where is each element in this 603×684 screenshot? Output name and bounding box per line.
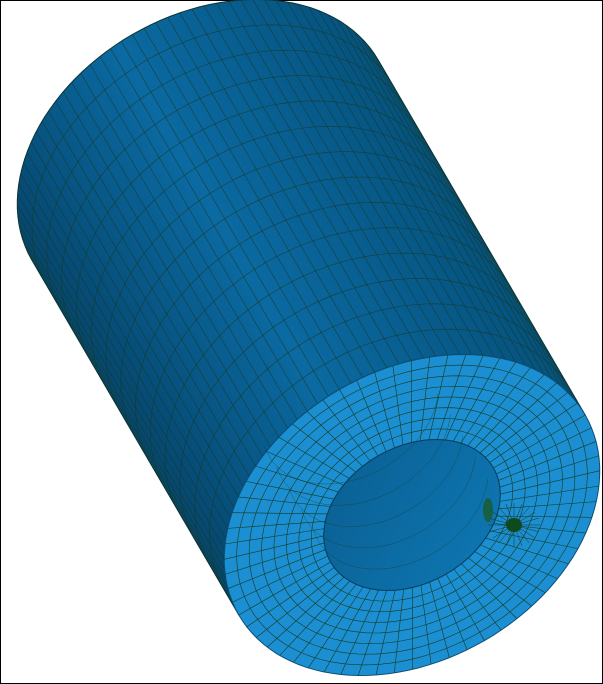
mesh-line bbox=[308, 586, 364, 669]
mesh-ring bbox=[31, 24, 394, 286]
mesh-line bbox=[278, 436, 350, 479]
mesh-line bbox=[256, 572, 339, 638]
mesh-line bbox=[393, 589, 404, 673]
mesh-line bbox=[485, 392, 568, 458]
mesh-ring bbox=[298, 417, 526, 613]
mesh-line bbox=[474, 551, 546, 594]
mesh-line bbox=[374, 372, 395, 449]
mesh-line bbox=[468, 557, 532, 607]
mesh-ring bbox=[164, 252, 527, 514]
mesh-line bbox=[499, 455, 599, 488]
mesh-ring bbox=[17, 0, 379, 261]
mesh-line bbox=[445, 355, 484, 441]
mesh-ring bbox=[301, 457, 476, 549]
mesh-line bbox=[224, 535, 324, 560]
mesh-line bbox=[479, 382, 557, 454]
mesh-line bbox=[227, 520, 326, 529]
mesh-line bbox=[232, 512, 328, 515]
mesh-ring bbox=[179, 278, 542, 540]
mesh-line bbox=[496, 515, 592, 518]
mesh-line bbox=[437, 354, 467, 440]
mesh-ring bbox=[288, 435, 463, 527]
mesh-line bbox=[238, 561, 331, 616]
mesh-line bbox=[246, 481, 335, 500]
mesh-ring bbox=[263, 393, 439, 485]
mesh-line bbox=[232, 555, 328, 603]
mesh-line bbox=[467, 367, 531, 446]
cylinder-body bbox=[16, 0, 586, 616]
mesh-line bbox=[453, 568, 502, 631]
mesh-spot bbox=[506, 518, 522, 532]
mesh-ring bbox=[61, 75, 423, 337]
mesh-line bbox=[227, 549, 326, 589]
mesh-line bbox=[428, 354, 449, 440]
mesh-line bbox=[480, 544, 558, 579]
mesh-line bbox=[445, 573, 485, 641]
mesh-line bbox=[496, 427, 592, 475]
mesh-ring bbox=[276, 414, 451, 506]
mesh-line bbox=[498, 441, 597, 481]
mesh-line bbox=[225, 542, 325, 575]
mesh-line bbox=[267, 576, 345, 648]
mesh-line bbox=[420, 357, 431, 441]
mesh-line bbox=[498, 501, 597, 510]
mesh-line bbox=[225, 528, 325, 545]
mesh-line bbox=[279, 580, 351, 656]
mesh-line bbox=[453, 357, 501, 442]
mesh-line bbox=[392, 365, 404, 445]
mesh-line bbox=[420, 585, 432, 665]
mesh-ring bbox=[194, 303, 556, 565]
mesh-line bbox=[292, 423, 356, 473]
cylinder-face bbox=[223, 353, 601, 677]
mesh-line bbox=[437, 578, 468, 650]
mesh-ring bbox=[105, 151, 468, 413]
mesh-line bbox=[429, 581, 450, 658]
mesh-ring bbox=[313, 478, 488, 570]
mesh-line bbox=[489, 530, 578, 549]
mesh-ring bbox=[209, 328, 571, 590]
mesh-line bbox=[356, 380, 387, 452]
mesh-ring bbox=[150, 227, 512, 489]
mesh-line bbox=[238, 496, 331, 507]
mesh-ring bbox=[90, 125, 453, 387]
mesh-line bbox=[499, 485, 599, 502]
mesh-line bbox=[339, 389, 379, 457]
mesh-line bbox=[489, 402, 578, 463]
mesh-line bbox=[357, 590, 387, 676]
mesh-line bbox=[460, 361, 516, 444]
mesh-line bbox=[493, 414, 586, 469]
mesh-line bbox=[306, 411, 363, 467]
mesh-line bbox=[246, 567, 335, 628]
mesh-ring bbox=[76, 100, 438, 362]
mesh-line bbox=[323, 588, 371, 673]
mesh-line bbox=[375, 590, 396, 676]
mesh-ring bbox=[46, 49, 409, 311]
mesh-line bbox=[340, 589, 379, 675]
mesh-spot bbox=[483, 498, 493, 522]
mesh-line bbox=[461, 563, 518, 619]
mesh-line bbox=[293, 584, 357, 663]
mesh-ring bbox=[135, 201, 497, 464]
mesh-line bbox=[266, 451, 344, 486]
mesh-line bbox=[322, 399, 371, 462]
mesh-ring bbox=[248, 375, 576, 655]
hole bbox=[323, 439, 501, 591]
mesh-line bbox=[500, 470, 600, 495]
mesh-line bbox=[473, 374, 545, 450]
mesh-ring bbox=[120, 176, 482, 438]
